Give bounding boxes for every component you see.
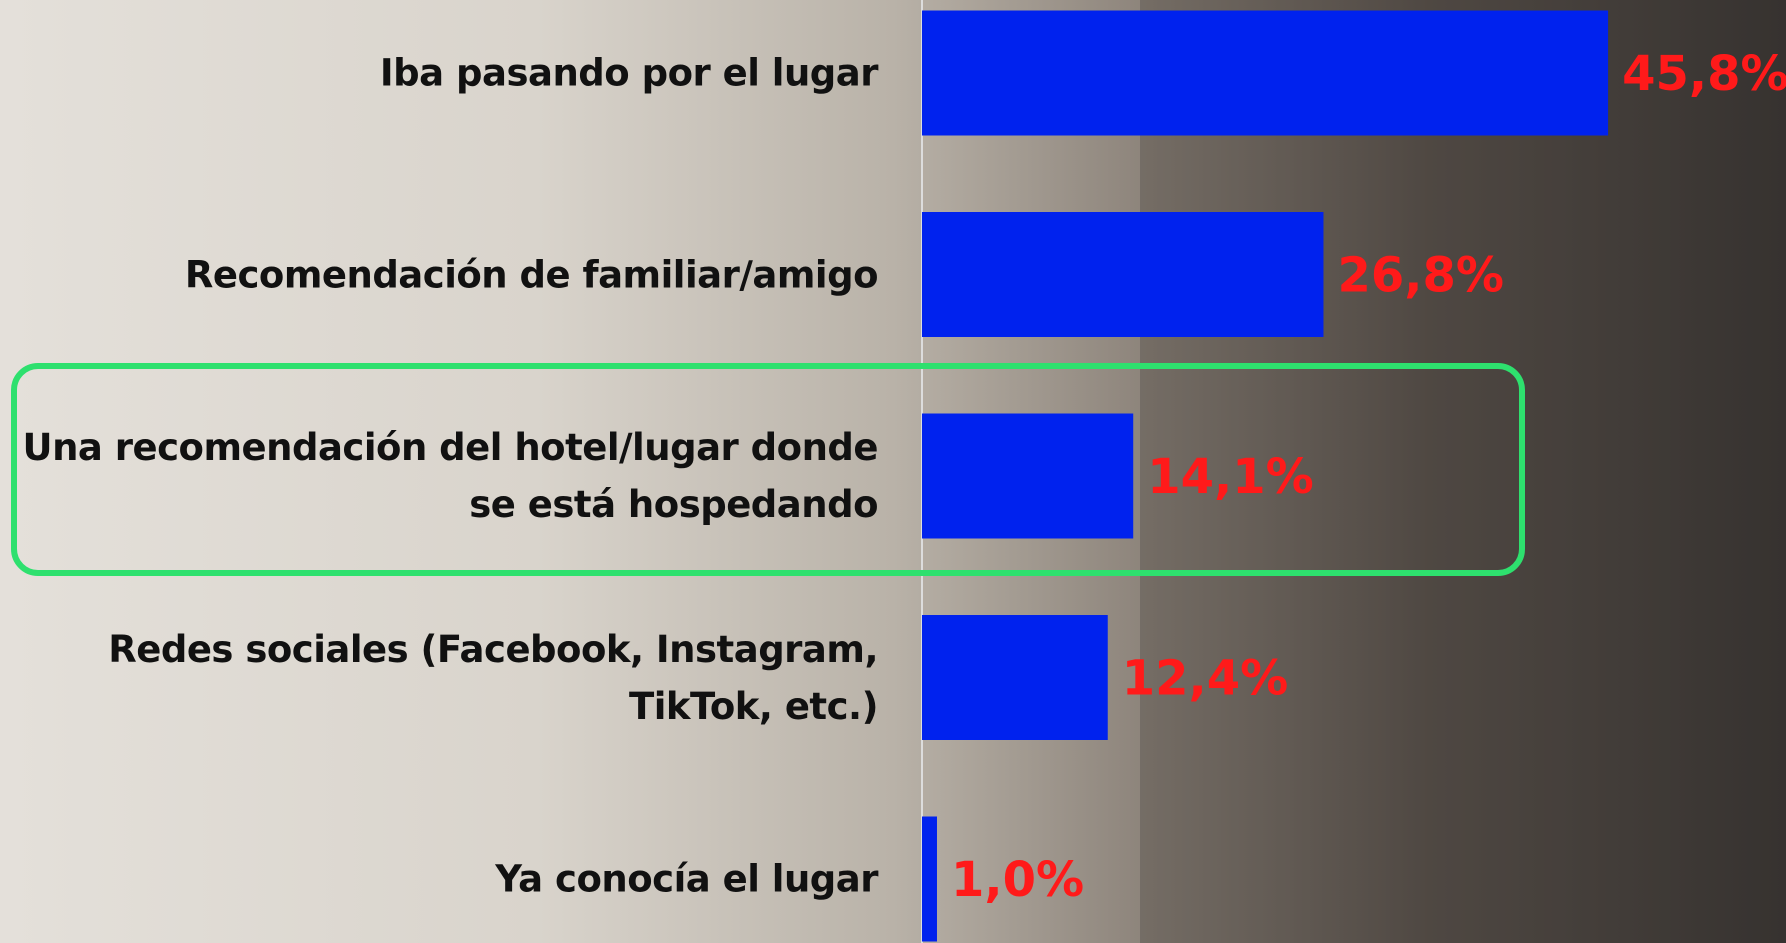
category-label: Una recomendación del hotel/lugar donde … xyxy=(10,419,878,533)
bar xyxy=(922,414,1133,539)
value-label: 1,0% xyxy=(951,852,1084,908)
bar xyxy=(922,817,937,942)
value-label: 26,8% xyxy=(1337,248,1504,304)
value-label: 45,8% xyxy=(1622,46,1786,102)
bar xyxy=(922,11,1608,136)
bar xyxy=(922,212,1323,337)
category-label: Recomendación de familiar/amigo xyxy=(10,246,878,303)
category-label: Redes sociales (Facebook, Instagram, Tik… xyxy=(10,621,878,735)
category-label: Ya conocía el lugar xyxy=(10,851,878,908)
category-label: Iba pasando por el lugar xyxy=(10,45,878,102)
bar xyxy=(922,615,1108,740)
value-label: 14,1% xyxy=(1147,449,1314,505)
value-label: 12,4% xyxy=(1122,651,1289,707)
page: 45,8%26,8%14,1%12,4%1,0% (() => { const … xyxy=(0,0,1786,943)
